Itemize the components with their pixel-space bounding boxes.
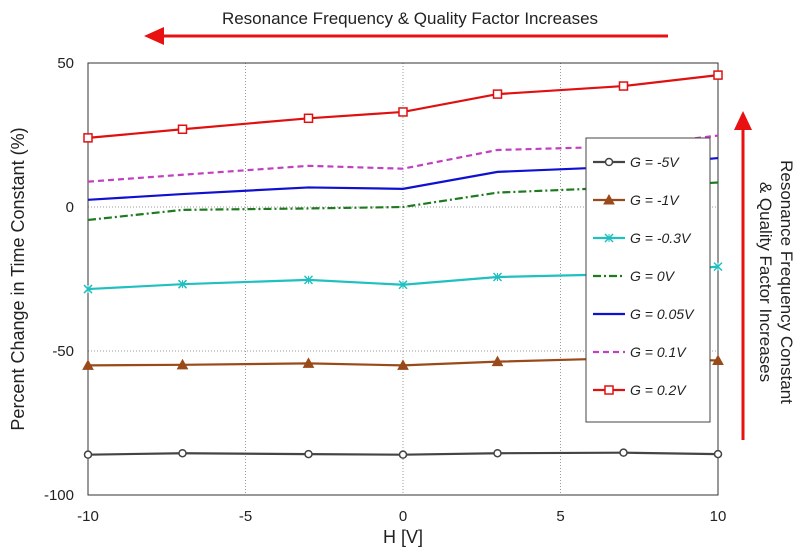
- right-annotation-line2: & Quality Factor Increases: [756, 182, 775, 382]
- x-tick-label: 10: [710, 508, 727, 525]
- data-point: [398, 107, 408, 117]
- legend-label: G = 0V: [630, 268, 676, 284]
- data-point: [713, 449, 723, 459]
- data-point: [618, 81, 629, 91]
- y-tick-label: -50: [52, 343, 74, 360]
- data-point: [83, 450, 93, 459]
- data-point: [302, 357, 315, 368]
- data-point: [303, 275, 314, 285]
- data-point: [82, 359, 94, 370]
- data-point: [177, 279, 188, 289]
- x-tick-label: 0: [399, 508, 407, 525]
- data-point: [713, 262, 723, 272]
- legend-item: G = 0V: [593, 268, 676, 284]
- x-tick-labels: -10 -5 0 5 10: [77, 508, 726, 525]
- data-point: [83, 284, 93, 294]
- data-point: [604, 233, 614, 243]
- series-line: [87, 181, 719, 222]
- y-axis-label: Percent Change in Time Constant (%): [8, 127, 28, 430]
- data-point: [712, 354, 724, 366]
- top-annotation: Resonance Frequency & Quality Factor Inc…: [222, 9, 598, 28]
- series: [87, 181, 719, 222]
- data-point: [491, 355, 504, 367]
- plot-area: [87, 62, 719, 496]
- data-point: [177, 124, 188, 134]
- legend-label: G = 0.1V: [630, 344, 687, 360]
- data-point: [397, 359, 409, 370]
- data-point: [604, 385, 614, 395]
- series-line: [87, 134, 719, 183]
- top-arrow: [144, 27, 668, 45]
- data-point: [398, 450, 408, 459]
- data-point: [619, 448, 628, 457]
- series: [87, 134, 719, 183]
- y-tick-label: 50: [57, 55, 74, 72]
- legend-item: G = -0.3V: [593, 230, 692, 246]
- legend-item: G = -5V: [593, 154, 680, 170]
- x-tick-label: -5: [239, 508, 252, 525]
- right-annotation-line1: Resonance Frequency Constant: [777, 160, 796, 404]
- legend-label: G = -1V: [630, 192, 680, 208]
- data-point: [178, 448, 187, 458]
- legend-label: G = 0.2V: [630, 382, 687, 398]
- data-point: [83, 133, 93, 143]
- x-tick-label: 5: [556, 508, 564, 525]
- legend-label: G = -5V: [630, 154, 680, 170]
- legend-label: G = 0.05V: [630, 306, 695, 322]
- data-point: [398, 280, 408, 290]
- data-point: [603, 193, 615, 205]
- series: [83, 70, 723, 143]
- x-axis-label: H [V]: [383, 527, 423, 547]
- y-tick-labels: 50 0 -50 -100: [44, 55, 74, 504]
- series: [83, 448, 723, 459]
- data-point: [604, 157, 614, 167]
- legend-item: G = 0.1V: [593, 344, 687, 360]
- data-point: [303, 113, 314, 124]
- data-point: [492, 272, 503, 282]
- legend-item: G = 0.05V: [593, 306, 695, 322]
- data-point: [304, 449, 313, 459]
- legend-label: G = -0.3V: [630, 230, 692, 246]
- data-point: [176, 358, 189, 370]
- legend: G = -5V G = -1V G = -0.3V G = 0V G = 0.05V G …: [585, 137, 711, 423]
- data-point: [492, 89, 503, 99]
- y-tick-label: 0: [66, 199, 74, 216]
- data-point: [493, 448, 502, 458]
- y-tick-label: -100: [44, 487, 74, 504]
- legend-item: G = -1V: [593, 192, 680, 208]
- x-tick-label: -10: [77, 508, 99, 525]
- legend-box: [585, 137, 711, 423]
- legend-item: G = 0.2V: [593, 382, 687, 398]
- data-point: [713, 70, 723, 80]
- right-arrow: [734, 111, 752, 440]
